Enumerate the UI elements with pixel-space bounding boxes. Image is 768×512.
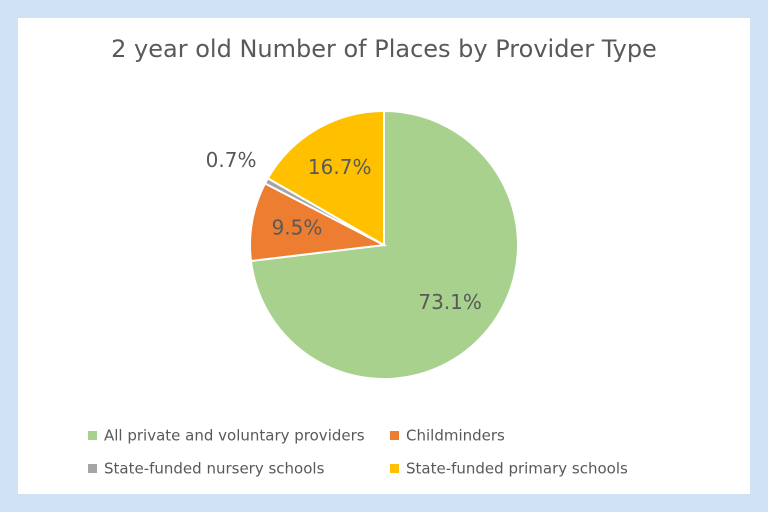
data-label: 73.1% — [418, 290, 482, 314]
legend-swatch — [390, 464, 399, 473]
legend-swatch — [88, 431, 97, 440]
data-label: 0.7% — [206, 148, 257, 172]
legend-label: State-funded primary schools — [406, 460, 628, 478]
legend-label: Childminders — [406, 427, 505, 445]
legend-label: All private and voluntary providers — [104, 427, 365, 445]
data-label: 16.7% — [308, 155, 372, 179]
pie-slice — [249, 182, 388, 263]
legend-swatch — [88, 464, 97, 473]
pie-slice — [266, 109, 385, 247]
legend-label: State-funded nursery schools — [104, 460, 325, 478]
legend-swatch — [390, 431, 399, 440]
data-label: 9.5% — [272, 216, 323, 240]
chart-title: 2 year old Number of Places by Provider … — [111, 35, 657, 63]
